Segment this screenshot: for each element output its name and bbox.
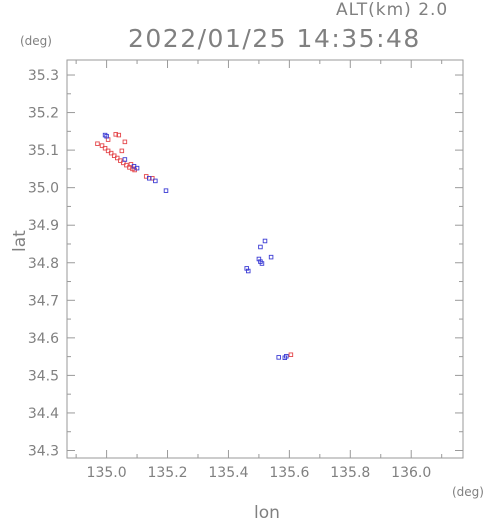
data-points [95, 132, 294, 360]
y-tick-label: 34.3 [28, 443, 59, 459]
data-point [146, 176, 152, 181]
data-point [259, 261, 265, 266]
y-tick-label: 35.0 [28, 181, 59, 197]
chart-title: 2022/01/25 14:35:48 [128, 24, 421, 53]
y-tick-label: 35.3 [28, 68, 59, 84]
data-point [99, 143, 105, 148]
data-point [111, 153, 117, 158]
data-point [122, 139, 128, 145]
data-point [95, 141, 100, 146]
altitude-label: ALT(km) 2.0 [336, 0, 449, 20]
axis-tick-labels: 135.0 135.2 135.4 135.6 135.8 136.0 35.3 35.2 35… [28, 68, 431, 481]
data-point [268, 254, 274, 260]
data-point [105, 148, 111, 154]
axis-ticks [67, 60, 463, 458]
y-tick-label: 34.5 [28, 368, 59, 384]
data-point [102, 145, 108, 151]
data-point [150, 176, 155, 181]
data-point [262, 238, 268, 244]
x-tick-label: 136.0 [391, 465, 431, 481]
x-tick-label: 135.2 [147, 465, 187, 481]
data-point [282, 355, 288, 360]
x-tick-label: 135.8 [330, 465, 370, 481]
x-tick-label: 135.6 [269, 465, 309, 481]
data-point [119, 148, 125, 154]
data-point [245, 268, 251, 274]
data-point [116, 132, 122, 138]
data-point [163, 188, 169, 193]
data-point [134, 165, 140, 171]
x-tick-label: 135.4 [208, 465, 248, 481]
data-point [115, 155, 120, 161]
plot-frame [66, 59, 464, 459]
y-tick-label: 34.4 [28, 406, 59, 422]
data-point [118, 158, 123, 163]
x-tick-label: 135.0 [87, 465, 127, 481]
y-tick-label: 34.6 [28, 331, 59, 347]
y-axis-label: lat [10, 230, 30, 252]
y-tick-label: 35.2 [28, 106, 59, 122]
data-point [108, 150, 114, 156]
data-point [276, 355, 281, 360]
y-tick-label: 35.1 [28, 143, 59, 159]
x-axis-label: lon [254, 503, 280, 523]
data-point [258, 244, 263, 250]
y-tick-label: 34.8 [28, 256, 59, 272]
data-point [124, 162, 129, 168]
x-axis-unit: (deg) [452, 485, 484, 499]
y-axis-unit: (deg) [20, 34, 52, 48]
data-point [122, 157, 128, 162]
data-point [104, 133, 109, 139]
y-tick-label: 34.9 [28, 218, 59, 234]
data-point [288, 352, 294, 357]
y-tick-label: 34.7 [28, 293, 59, 309]
data-point [153, 178, 158, 184]
data-point [113, 132, 118, 137]
